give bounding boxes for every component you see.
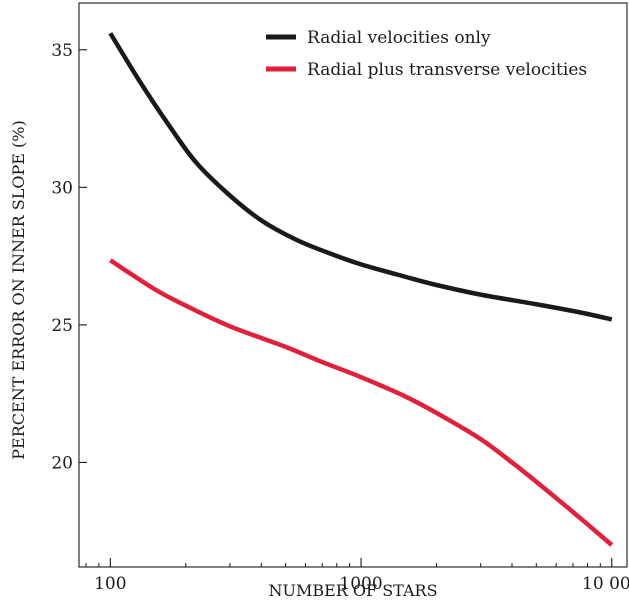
y-tick-label: 30	[51, 178, 73, 198]
x-tick-label: 1000	[339, 574, 382, 594]
x-tick-label: 10 000	[582, 574, 629, 594]
legend-label: Radial plus transverse velocities	[307, 60, 587, 80]
series-line-2	[109, 258, 614, 547]
y-tick-label: 25	[51, 316, 73, 336]
y-tick-label: 20	[51, 453, 73, 473]
y-tick-label: 35	[51, 41, 73, 61]
legend-label: Radial velocities only	[307, 28, 491, 48]
x-axis-ticks: 100 1000 10 000	[85, 558, 629, 594]
legend: Radial velocities only Radial plus transv…	[266, 28, 587, 80]
y-axis-label: PERCENT ERROR ON INNER SLOPE (%)	[9, 120, 28, 459]
series-layer	[108, 32, 614, 547]
plot-frame	[78, 2, 628, 568]
x-axis-label: NUMBER OF STARS	[268, 581, 437, 600]
y-axis-ticks: 20 25 30 35	[51, 41, 87, 473]
x-tick-label: 100	[94, 574, 126, 594]
series-line-1	[108, 32, 613, 322]
